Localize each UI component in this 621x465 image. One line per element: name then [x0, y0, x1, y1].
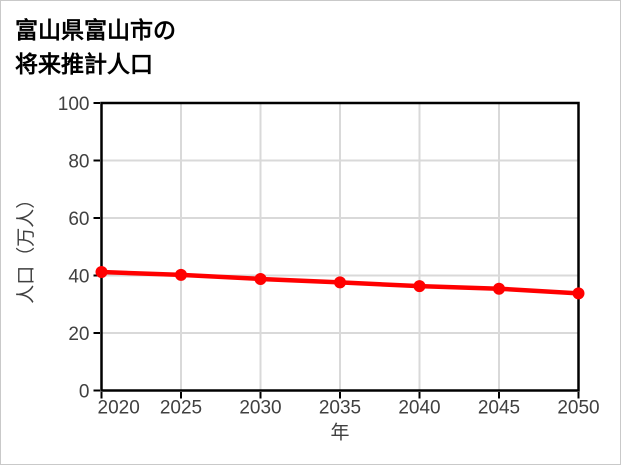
data-point-2040 [413, 280, 426, 293]
x-tick-label: 2040 [398, 398, 440, 419]
x-tick-label: 2035 [319, 398, 361, 419]
data-point-2050 [572, 287, 585, 300]
chart-title: 富山県富山市の 将来推計人口 [15, 13, 176, 81]
y-tick-label: 20 [68, 324, 89, 345]
x-axis-title: 年 [330, 422, 349, 444]
y-tick-label: 80 [68, 152, 89, 173]
plot-frame [100, 101, 580, 392]
data-point-2035 [334, 276, 346, 289]
x-tick-label: 2025 [160, 398, 202, 419]
x-tick-label: 2045 [478, 398, 520, 419]
x-tick-label: 2020 [98, 398, 140, 419]
data-point-2020 [95, 266, 108, 279]
y-tick-label: 100 [58, 94, 90, 115]
data-point-2030 [254, 272, 267, 285]
chart-title-line1: 富山県富山市の [15, 17, 176, 43]
data-point-2045 [493, 282, 505, 295]
y-axis-title: 人口（万人） [15, 190, 37, 304]
y-tick-label: 40 [68, 267, 89, 288]
x-tick-label: 2030 [239, 398, 281, 419]
chart-title-line2: 将来推計人口 [15, 51, 153, 77]
data-point-2025 [175, 268, 187, 281]
y-tick-label: 60 [68, 209, 89, 230]
y-tick-label: 0 [79, 382, 90, 403]
x-tick-label: 2050 [557, 398, 599, 419]
